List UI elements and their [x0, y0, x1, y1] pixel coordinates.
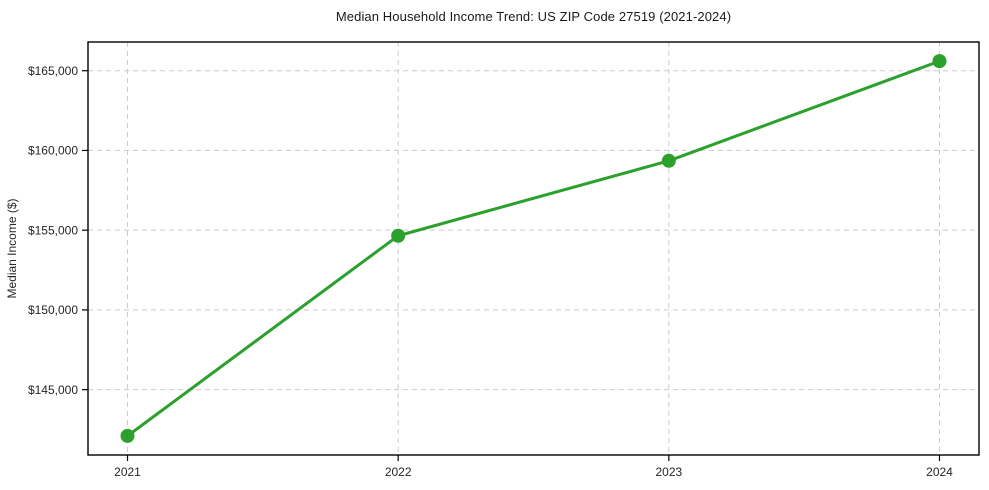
y-tick-label-0: $145,000 — [28, 383, 78, 397]
y-axis-label: Median Income ($) — [5, 198, 19, 298]
trend-line-0 — [126, 59, 941, 438]
y-tick-label-3: $160,000 — [28, 144, 78, 158]
y-tick-label-2: $155,000 — [28, 223, 78, 237]
chart-title: Median Household Income Trend: US ZIP Co… — [335, 9, 732, 24]
data-point-2022 — [391, 228, 406, 243]
x-tick-label-2024: 2024 — [926, 465, 953, 479]
y-tick-label-1: $150,000 — [28, 303, 78, 317]
x-tick-label-2023: 2023 — [655, 465, 682, 479]
data-point-2023 — [661, 153, 676, 168]
x-tick-label-2022: 2022 — [385, 465, 412, 479]
data-point-2021 — [120, 428, 135, 443]
plot-border — [87, 41, 980, 456]
y-tick-label-4: $165,000 — [28, 64, 78, 78]
data-point-2024 — [932, 54, 947, 69]
x-tick-label-2021: 2021 — [114, 465, 141, 479]
